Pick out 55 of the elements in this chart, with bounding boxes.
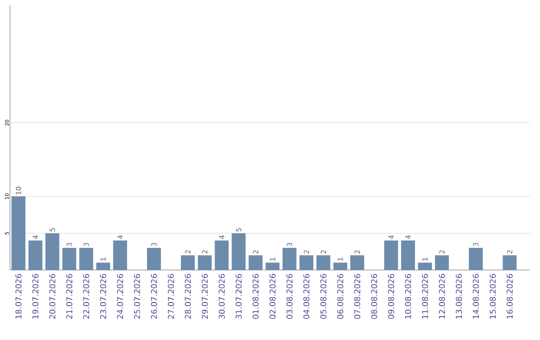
x-tick-label: 12.08.2026 — [438, 274, 445, 318]
bar — [350, 255, 364, 270]
bar — [180, 255, 195, 270]
bar — [62, 248, 76, 270]
bar — [468, 248, 483, 270]
x-tick-label: 02.08.2026 — [270, 274, 276, 319]
x-tick-label: 20.07.2026 — [49, 274, 56, 319]
x-tick-label: 29.07.2026 — [202, 274, 208, 319]
bar — [198, 255, 212, 270]
bar — [282, 248, 296, 270]
x-tick-label: 23.07.2026 — [100, 274, 106, 319]
x-tick-label: 11.08.2026 — [422, 274, 428, 318]
x-tick-label: 07.08.2026 — [354, 274, 360, 319]
x-tick-label: 21.07.2026 — [66, 274, 72, 319]
bar — [147, 248, 161, 270]
x-tick-label: 30.07.2026 — [218, 274, 225, 319]
x-tick-label: 13.08.2026 — [456, 274, 462, 318]
x-tick-label: 31.07.2026 — [236, 274, 242, 319]
x-tick-label: 28.07.2026 — [184, 274, 191, 319]
x-tick-label: 26.07.2026 — [150, 274, 157, 319]
x-tick-label: 05.08.2026 — [320, 274, 326, 319]
x-tick-label: 04.08.2026 — [303, 274, 310, 319]
x-tick-label: 10.08.2026 — [405, 274, 412, 318]
bar — [266, 262, 280, 270]
bar — [96, 262, 110, 270]
bar — [214, 240, 229, 270]
x-tick-label: 18.07.2026 — [15, 274, 22, 318]
x-tick-label: 09.08.2026 — [388, 274, 394, 319]
x-tick-label: 19.07.2026 — [32, 274, 38, 318]
bar — [401, 240, 415, 270]
bar — [333, 262, 348, 270]
x-tick-label: 25.07.2026 — [134, 274, 140, 319]
bar — [12, 196, 26, 270]
x-tick-label: 03.08.2026 — [286, 274, 293, 319]
bar — [434, 255, 449, 270]
bar — [384, 240, 398, 270]
x-tick-label: 06.08.2026 — [337, 274, 344, 319]
bar — [299, 255, 314, 270]
bar — [79, 248, 94, 270]
x-tick-label: 22.07.2026 — [83, 274, 90, 319]
x-tick-label: 24.07.2026 — [117, 274, 124, 319]
bar — [28, 240, 42, 270]
x-tick-label: 14.08.2026 — [472, 274, 479, 318]
x-tick-label: 16.08.2026 — [506, 274, 513, 318]
x-tick-label: 08.08.2026 — [371, 274, 378, 319]
x-tick-label: 27.07.2026 — [168, 274, 174, 319]
x-tick-label: 15.08.2026 — [490, 274, 496, 318]
bar — [45, 233, 60, 270]
bar — [316, 255, 330, 270]
x-tick-label: 01.08.2026 — [252, 274, 259, 319]
bar — [502, 255, 517, 270]
bar — [232, 233, 246, 270]
bar — [248, 255, 263, 270]
bar — [113, 240, 128, 270]
bar — [418, 262, 432, 270]
